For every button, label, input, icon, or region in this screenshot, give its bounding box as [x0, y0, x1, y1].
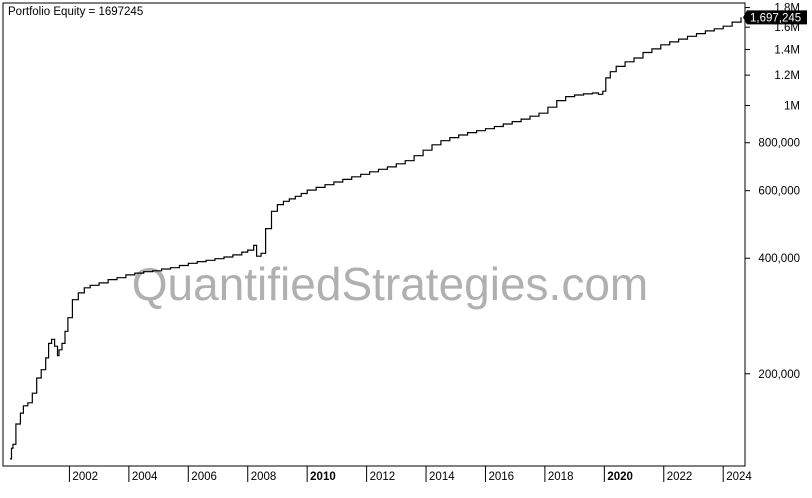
equity-line	[10, 17, 742, 460]
x-tick-label: 2016	[488, 471, 514, 483]
y-tick-label: 1.6M	[774, 22, 800, 34]
x-tick-label: 2006	[191, 471, 217, 483]
y-tick-label: 1M	[784, 101, 800, 113]
last-value-badge: 1,697,245	[743, 10, 807, 25]
plot-frame	[2, 2, 746, 467]
x-tick-label: 2004	[132, 471, 158, 483]
x-tick-label: 2014	[429, 471, 455, 483]
y-tick-label: 1.2M	[774, 70, 800, 82]
x-tick-label: 2008	[251, 471, 277, 483]
y-tick-label: 200,000	[758, 369, 800, 381]
x-tick-label: 2002	[72, 471, 98, 483]
chart-title: Portfolio Equity = 1697245	[8, 6, 143, 18]
last-value-label: 1,697,245	[750, 12, 801, 24]
watermark: QuantifiedStrategies.com	[132, 258, 649, 310]
x-tick-label: 2020	[607, 471, 633, 483]
y-tick-label: 600,000	[758, 186, 800, 198]
x-tick-label: 2012	[370, 471, 396, 483]
y-tick-label: 800,000	[758, 138, 800, 150]
x-tick-label: 2024	[726, 471, 752, 483]
plot-layer	[10, 17, 742, 460]
y-tick-label: 1.4M	[774, 44, 800, 56]
last-value-badge-shape	[743, 10, 807, 25]
x-tick-label: 2018	[548, 471, 574, 483]
axes-layer: 1.8M1.6M1.4M1.2M1M800,000600,000400,0002…	[2, 2, 800, 483]
y-tick-label: 400,000	[758, 253, 800, 265]
x-tick-label: 2010	[310, 471, 336, 483]
x-tick-label: 2022	[667, 471, 693, 483]
